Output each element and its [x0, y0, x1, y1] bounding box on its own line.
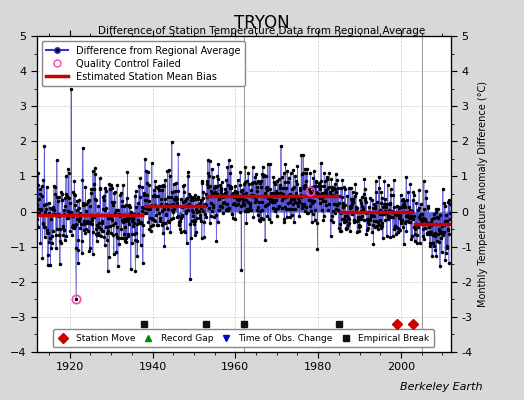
- Legend: Station Move, Record Gap, Time of Obs. Change, Empirical Break: Station Move, Record Gap, Time of Obs. C…: [53, 330, 434, 348]
- Y-axis label: Monthly Temperature Anomaly Difference (°C): Monthly Temperature Anomaly Difference (…: [478, 81, 488, 307]
- Text: Difference of Station Temperature Data from Regional Average: Difference of Station Temperature Data f…: [99, 26, 425, 36]
- Text: TRYON: TRYON: [234, 14, 290, 32]
- Text: Berkeley Earth: Berkeley Earth: [400, 382, 482, 392]
